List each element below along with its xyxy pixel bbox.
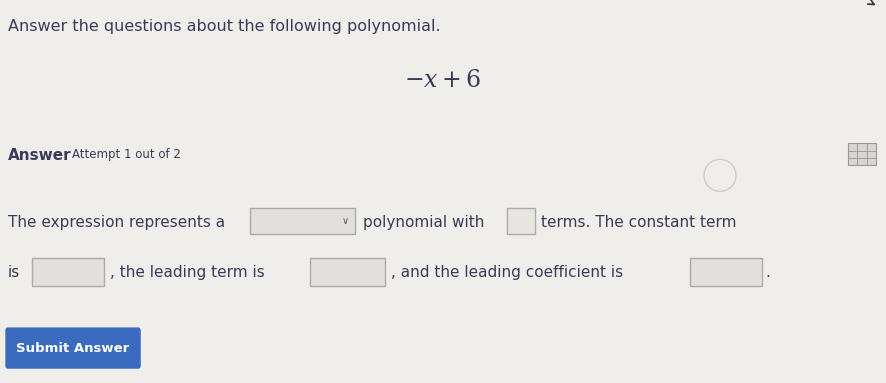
- FancyBboxPatch shape: [6, 328, 140, 368]
- Text: polynomial with: polynomial with: [362, 215, 484, 230]
- Text: , the leading term is: , the leading term is: [110, 265, 265, 280]
- Text: Answer: Answer: [8, 149, 72, 164]
- Text: .: .: [764, 265, 769, 280]
- FancyBboxPatch shape: [689, 258, 761, 286]
- Text: Answer the questions about the following polynomial.: Answer the questions about the following…: [8, 19, 440, 34]
- FancyBboxPatch shape: [32, 258, 104, 286]
- FancyBboxPatch shape: [250, 208, 354, 234]
- Text: ∨: ∨: [341, 216, 348, 226]
- Text: terms. The constant term: terms. The constant term: [540, 215, 735, 230]
- Text: The expression represents a: The expression represents a: [8, 215, 225, 230]
- FancyBboxPatch shape: [310, 258, 385, 286]
- FancyBboxPatch shape: [847, 144, 875, 165]
- FancyBboxPatch shape: [507, 208, 534, 234]
- Text: Attempt 1 out of 2: Attempt 1 out of 2: [72, 149, 181, 162]
- Text: Submit Answer: Submit Answer: [17, 342, 129, 355]
- Text: , and the leading coefficient is: , and the leading coefficient is: [391, 265, 623, 280]
- Text: $-x+6$: $-x+6$: [404, 69, 481, 92]
- Text: is: is: [8, 265, 20, 280]
